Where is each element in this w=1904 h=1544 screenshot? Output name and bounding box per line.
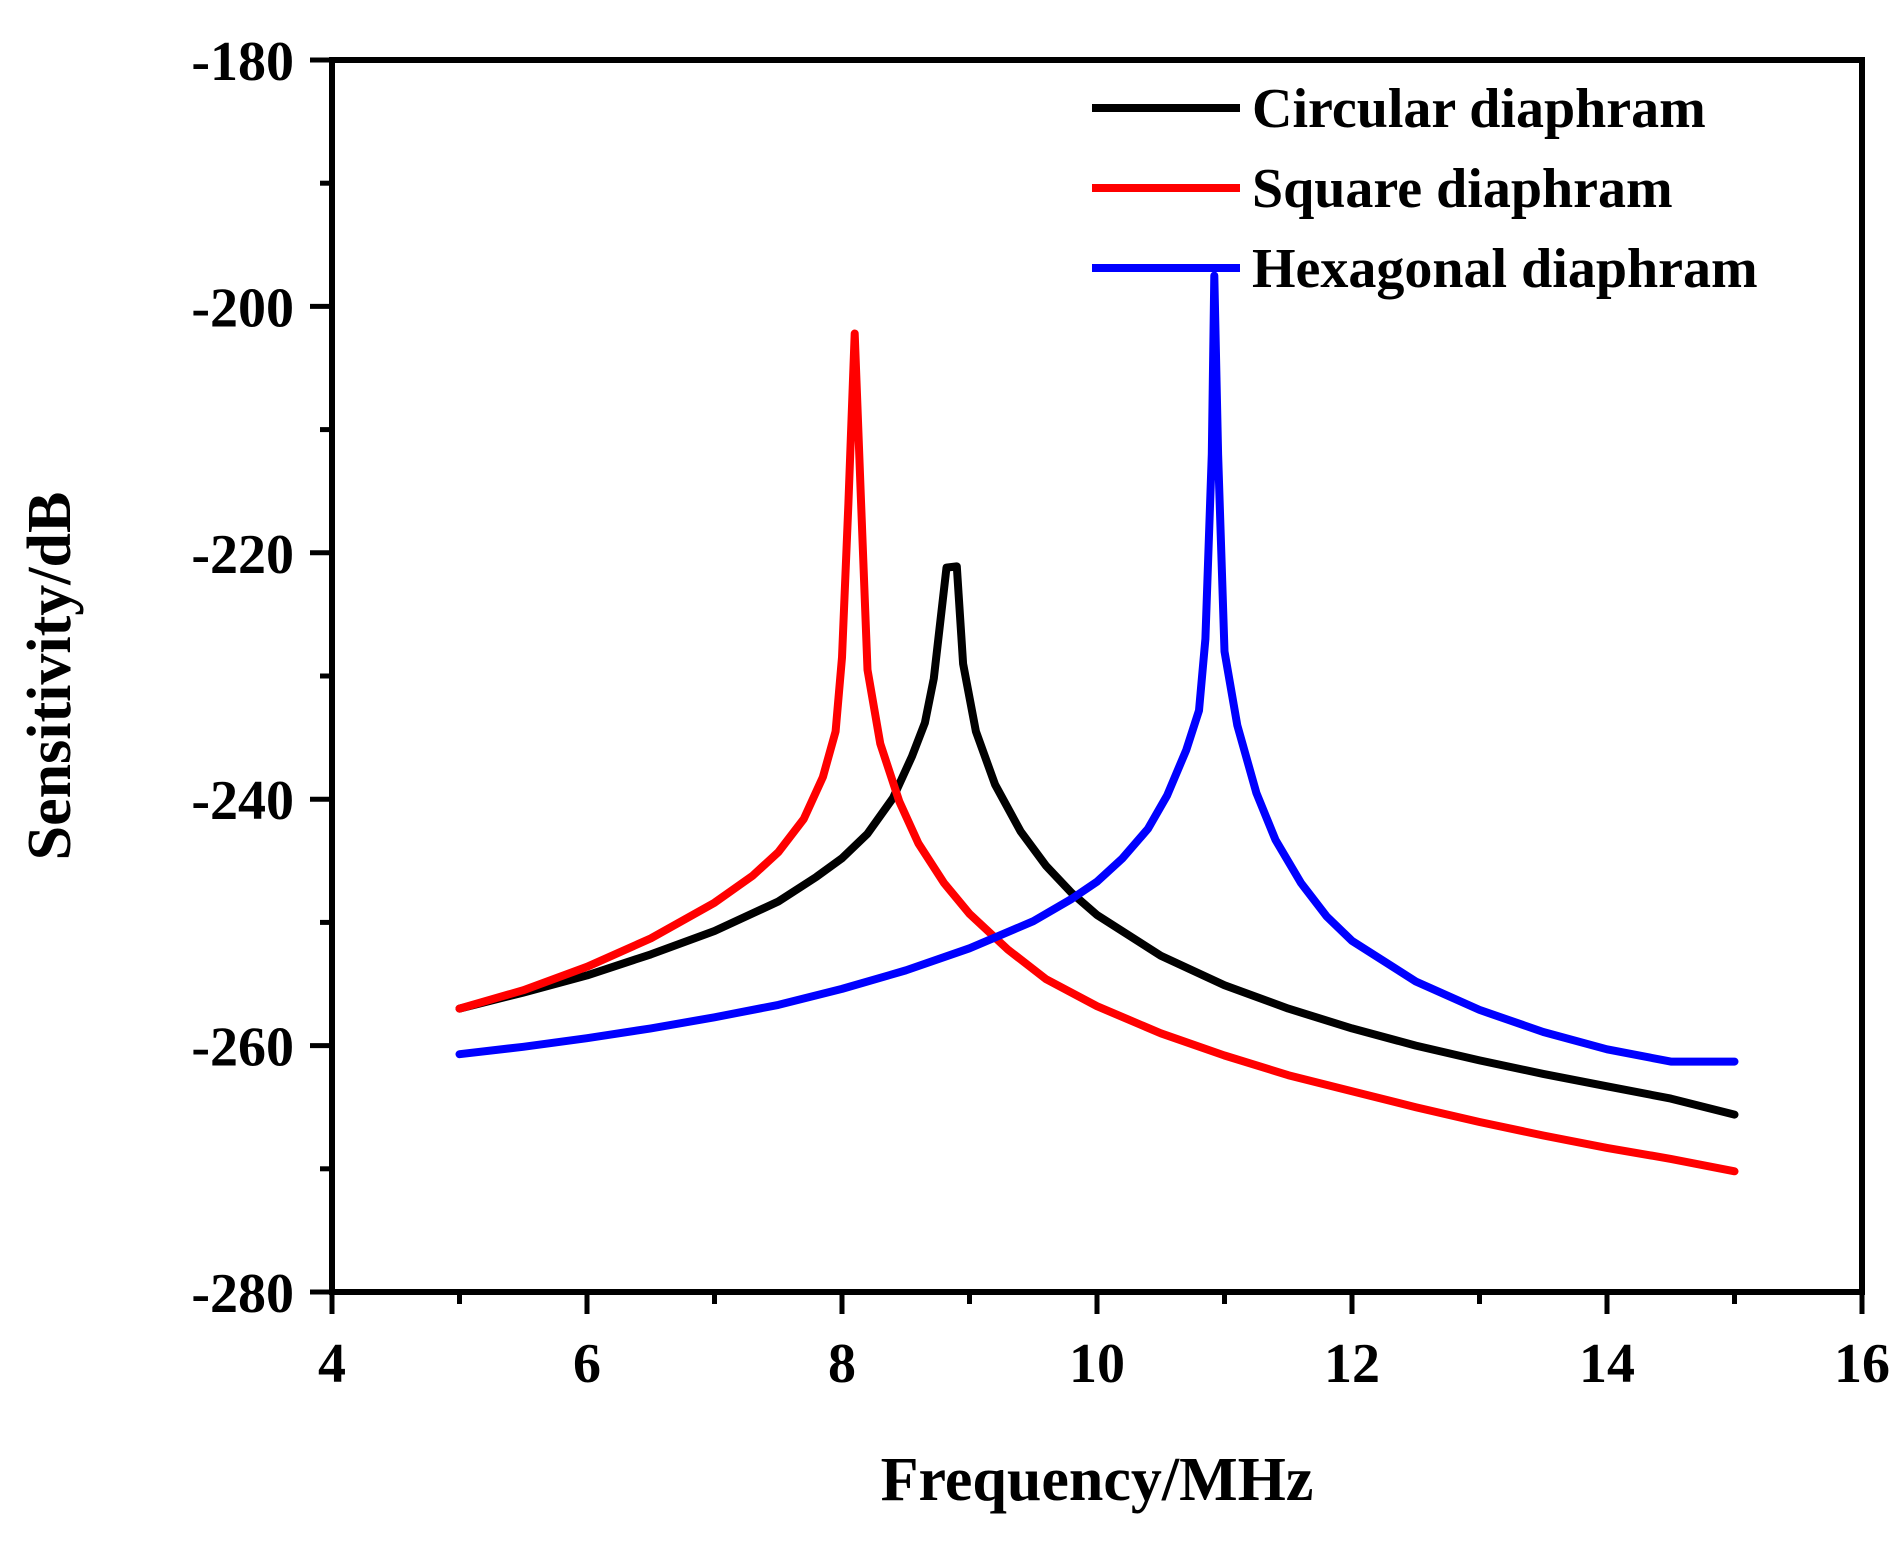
y-tick-label: -240 [191, 770, 294, 832]
x-tick-label: 12 [1324, 1333, 1380, 1395]
series-line [455, 329, 1739, 1176]
x-tick-label: 16 [1834, 1333, 1890, 1395]
y-tick-label: -280 [191, 1263, 294, 1325]
series-line [455, 562, 1739, 1119]
axis-layer: 4 6 8 10 12 14 16 -280 -260 -240 -220 -200 -180 [191, 31, 1890, 1395]
legend-label: Circular diaphram [1252, 78, 1706, 140]
x-axis-title: Frequency/MHz [881, 1446, 1314, 1514]
x-tick-label: 14 [1579, 1333, 1635, 1395]
series-line [455, 271, 1739, 1066]
x-tick-label: 4 [318, 1333, 346, 1395]
y-tick-label: -260 [191, 1017, 294, 1079]
legend: Circular diaphram Square diaphram Hexagona… [1092, 78, 1758, 300]
x-tick-label: 8 [828, 1333, 856, 1395]
legend-label: Hexagonal diaphram [1252, 238, 1758, 300]
x-tick-label: 10 [1069, 1333, 1125, 1395]
x-tick-label: 6 [573, 1333, 601, 1395]
series-layer [455, 271, 1739, 1176]
y-tick-label: -200 [191, 277, 294, 339]
y-axis-title: Sensitivity/dB [16, 492, 84, 861]
y-tick-label: -220 [191, 524, 294, 586]
legend-label: Square diaphram [1252, 158, 1673, 220]
y-tick-label: -180 [191, 31, 294, 93]
